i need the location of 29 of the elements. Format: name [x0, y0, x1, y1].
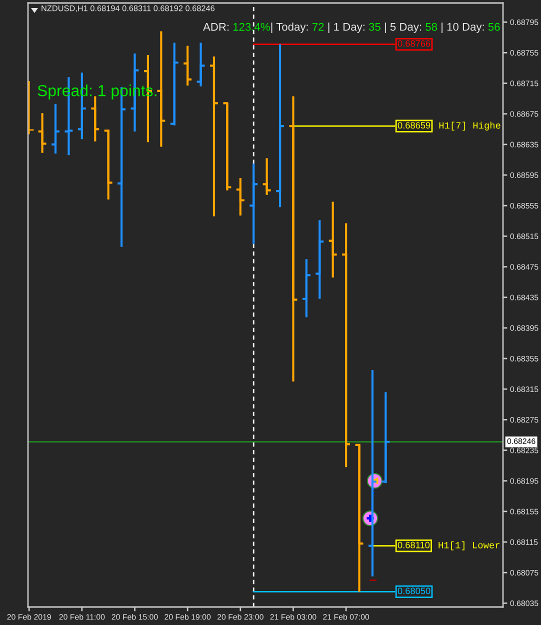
legend-label: H1[1] Lower — [438, 541, 500, 550]
candlestick — [182, 44, 193, 87]
candlestick — [169, 42, 180, 126]
candlestick — [90, 95, 100, 142]
candlestick — [341, 222, 352, 468]
candlestick — [50, 102, 61, 155]
data-label: 0.68110 — [398, 542, 430, 548]
candlestick — [235, 177, 246, 217]
data-label: 0.68659 — [398, 122, 430, 129]
data-label: 0.68766 — [398, 40, 430, 47]
legend-label: H1[7] Highe — [439, 122, 500, 130]
chart-title: NZDUSD,H1 0.68194 0.68311 0.68192 0.68246 — [42, 5, 215, 12]
candlestick — [262, 157, 272, 196]
candlestick — [208, 55, 219, 218]
candlestick — [301, 258, 312, 318]
candlestick — [37, 112, 48, 154]
candlestick — [380, 391, 391, 484]
candlestick — [103, 128, 114, 201]
data-label: 0.68050 — [398, 588, 430, 594]
candlestick — [222, 102, 232, 192]
candlestick — [314, 219, 325, 300]
candlestick — [248, 162, 259, 245]
candlestick — [288, 95, 298, 382]
candlestick — [354, 444, 364, 593]
candlestick — [328, 200, 338, 279]
text: ADR: 123.4%| Today: 72 | 1 Day: 35 | 5 Day: 58 | 10 Day: 56 — [203, 22, 500, 33]
candlestick — [196, 42, 206, 88]
candlestick — [156, 30, 166, 148]
candlestick — [275, 43, 286, 208]
